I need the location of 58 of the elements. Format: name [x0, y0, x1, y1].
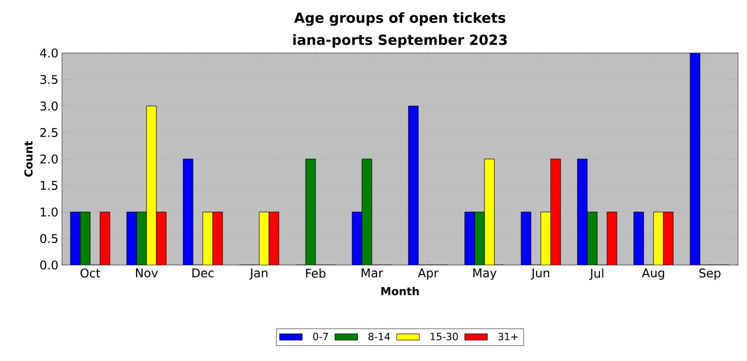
bar [100, 212, 110, 265]
y-tick-label: 1.0 [40, 207, 58, 217]
bar [146, 106, 157, 265]
x-tick-label: May [473, 268, 497, 280]
bar [663, 212, 674, 265]
legend-label: 15-30 [430, 332, 458, 340]
bar [212, 212, 223, 265]
y-tick-label: 3.0 [40, 101, 58, 111]
y-tick-label: 1.5 [40, 181, 58, 190]
x-tick-label: Aug [642, 268, 664, 280]
x-tick-label: Nov [136, 268, 158, 278]
bar [258, 212, 270, 265]
bar [70, 212, 81, 265]
y-tick-label: 0.5 [40, 234, 58, 244]
bar [634, 212, 644, 265]
x-tick-label: Sep [699, 268, 720, 280]
bar [464, 212, 475, 265]
bar [362, 158, 372, 265]
y-tick-label: 2.5 [40, 128, 58, 138]
legend-label: 31+ [498, 332, 518, 340]
y-tick-label: 3.5 [40, 74, 58, 84]
x-tick-label: Mar [362, 268, 384, 278]
bar [577, 158, 588, 265]
x-axis-title: Month [381, 286, 419, 296]
chart-subtitle: iana-ports September 2023 [293, 34, 507, 48]
bar [653, 212, 664, 265]
bar [136, 212, 147, 265]
bar [520, 212, 532, 265]
bar [268, 212, 280, 265]
bar [352, 212, 362, 265]
bar [540, 212, 551, 265]
bar [305, 158, 316, 265]
legend-label: 0-7 [313, 332, 328, 340]
x-tick-label: Feb [306, 268, 326, 278]
y-tick-label: 2.0 [40, 154, 58, 164]
bar [156, 212, 166, 265]
bar [474, 212, 485, 265]
bar [484, 158, 495, 265]
x-tick-label: Jul [589, 268, 604, 280]
x-tick-label: Jun [530, 268, 550, 280]
y-tick-label: 0.0 [40, 260, 58, 270]
y-tick-label: 4.0 [40, 48, 58, 58]
bar [182, 158, 194, 265]
y-axis-title: Count [24, 141, 33, 177]
bar [606, 212, 618, 265]
x-tick-label: Apr [418, 268, 439, 280]
bar [408, 106, 418, 265]
bar [202, 212, 213, 265]
bar [126, 212, 137, 265]
bar [550, 158, 561, 265]
bar [587, 212, 598, 265]
chart-title: Age groups of open tickets [294, 12, 506, 26]
bar [690, 53, 700, 265]
bar [80, 212, 90, 265]
legend-label: 8-14 [368, 332, 390, 340]
x-tick-label: Dec [192, 268, 214, 278]
x-tick-label: Oct [80, 268, 100, 278]
x-tick-label: Jan [249, 268, 268, 280]
